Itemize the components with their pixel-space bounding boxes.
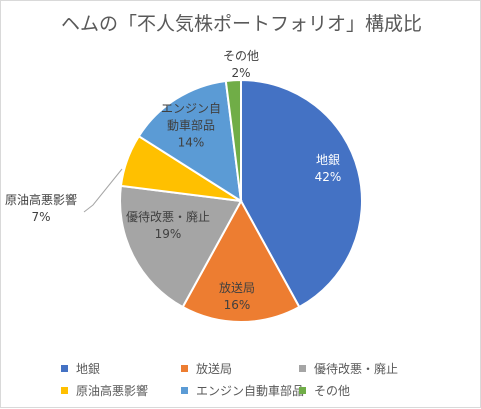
data-label-name: 動車部品 [167, 118, 215, 133]
legend-swatch [181, 364, 188, 372]
legend-item-3: 優待改悪・廃止 [299, 357, 439, 379]
legend-label: エンジン自動車部品 [196, 383, 305, 398]
legend-swatch [299, 386, 306, 394]
legend-item-2: 放送局 [181, 357, 299, 379]
legend-label: 原油高悪影響 [76, 383, 149, 398]
legend-item-4: 原油高悪影響 [61, 379, 181, 401]
legend-label: 放送局 [196, 361, 233, 376]
pie-slice-3 [119, 184, 243, 309]
legend-swatch [61, 386, 68, 394]
data-label-name: 優待改悪・廃止 [126, 209, 210, 224]
legend-swatch [299, 364, 306, 372]
data-label-percent: 2% [231, 66, 250, 80]
legend-label: その他 [314, 383, 351, 398]
data-label-name: 放送局 [219, 280, 255, 295]
data-label-name: 原油高悪影響 [5, 192, 77, 207]
data-label-2: 放送局 16% [219, 280, 255, 312]
pie-slice-1 [240, 78, 363, 309]
data-label-percent: 7% [31, 210, 50, 224]
data-label-6: その他 2% [223, 49, 259, 80]
pie-slice-6 [224, 78, 242, 202]
data-label-3: 優待改悪・廃止 19% [126, 209, 210, 241]
pie-slice-2 [181, 198, 301, 323]
legend-item-1: 地銀 [61, 357, 181, 379]
data-label-5: エンジン自動車部品 14% [161, 102, 221, 150]
legend: 地銀 放送局 優待改悪・廃止原油高悪影響 エンジン自動車部品 その他 [61, 357, 461, 401]
data-label-1: 地銀 42% [315, 153, 342, 184]
leader-line [83, 168, 123, 213]
legend-label: 優待改悪・廃止 [314, 361, 399, 376]
data-label-percent: 14% [178, 136, 205, 150]
pie-slice-5 [137, 79, 243, 203]
legend-item-6: その他 [299, 379, 439, 401]
data-label-name: 地銀 [316, 153, 340, 167]
data-label-percent: 19% [155, 227, 182, 241]
data-label-percent: 16% [224, 298, 251, 312]
chart-title: ヘムの「不人気株ポートフォリオ」構成比 [60, 13, 422, 35]
legend-swatch [181, 386, 188, 394]
data-label-4: 原油高悪影響 7% [5, 192, 77, 224]
data-label-name: エンジン自 [161, 102, 221, 116]
data-label-percent: 42% [315, 170, 342, 184]
data-label-name: その他 [223, 49, 259, 63]
legend-item-5: エンジン自動車部品 [181, 379, 304, 401]
legend-swatch [61, 364, 68, 372]
legend-label: 地銀 [76, 361, 101, 376]
